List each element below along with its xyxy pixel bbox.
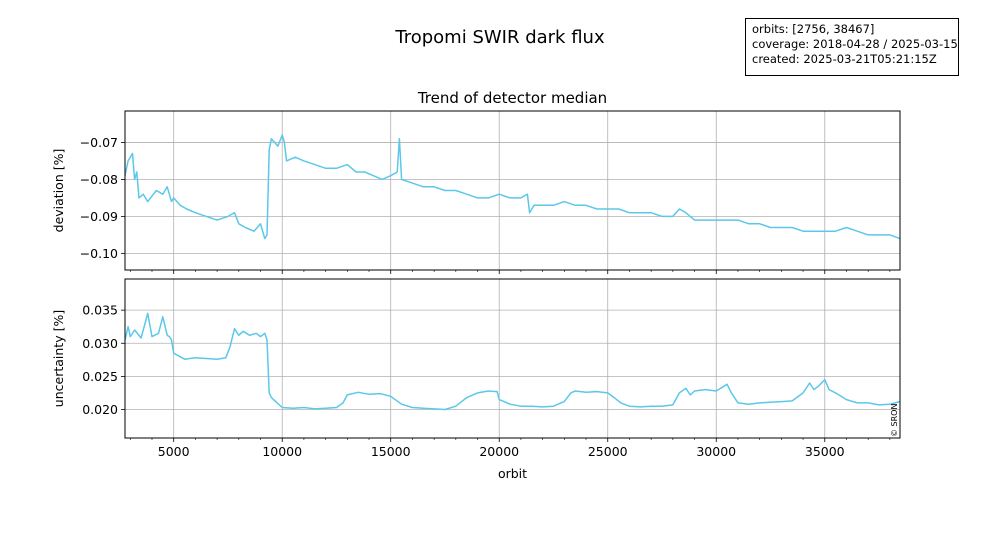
x-tick-label: 5000 [158,444,190,459]
series-line [124,312,901,411]
y-tick-label: −0.09 [80,209,118,224]
y-axis-label: deviation [%] [51,149,66,233]
axes-frame [124,278,901,439]
y-tick-label: 0.020 [82,402,118,417]
x-tick-label: 20000 [479,444,519,459]
x-tick-label: 15000 [371,444,411,459]
y-tick-label: 0.030 [82,336,118,351]
y-tick-label: −0.08 [80,172,118,187]
info-box: orbits: [2756, 38467] coverage: 2018-04-… [745,18,959,76]
y-tick-label: 0.025 [82,369,118,384]
axes-frame [124,110,901,271]
x-tick-label: 25000 [588,444,628,459]
x-tick-label: 35000 [805,444,845,459]
y-tick-label: −0.07 [80,135,118,150]
info-created: created: 2025-03-21T05:21:15Z [752,52,937,66]
deviation-panel: −0.07 −0.08 −0.09 −0.10 deviation [%] Trend o… [51,89,901,274]
x-tick-label: 30000 [696,444,736,459]
series-line [124,134,901,240]
x-tick-label: 10000 [262,444,302,459]
panel-title: Trend of detector median [417,89,607,107]
figure-title: Tropomi SWIR dark flux [395,27,605,48]
credit-label: © SRON [890,404,899,437]
info-orbits: orbits: [2756, 38467] [752,22,875,36]
info-coverage: coverage: 2018-04-28 / 2025-03-15 [752,37,958,51]
y-tick-label: 0.035 [82,303,118,318]
x-axis-label: orbit [498,466,527,481]
uncertainty-panel: 5000 10000 15000 20000 25000 30000 35000 0.020 0… [51,278,901,481]
y-tick-label: −0.10 [80,246,118,261]
y-axis-label: uncertainty [%] [51,310,66,407]
